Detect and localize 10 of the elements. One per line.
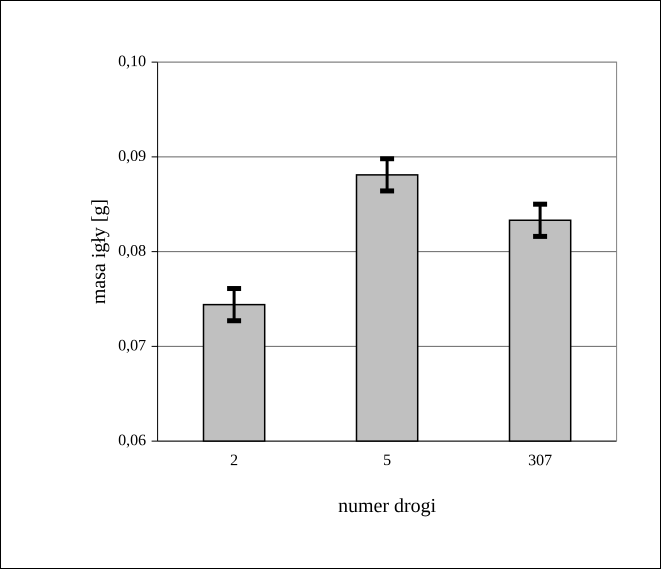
x-axis-title: numer drogi [338, 498, 436, 516]
x-tick-label: 307 [528, 454, 552, 466]
y-tick-label: 0,07 [118, 340, 146, 353]
y-tick-label: 0,09 [118, 150, 146, 164]
y-axis-title: masa igły [g] [91, 200, 110, 304]
y-tick-label: 0,06 [118, 434, 146, 448]
y-tick-label: 0,10 [118, 56, 146, 69]
x-tick-label: 5 [384, 454, 390, 466]
x-tick-label: 2 [230, 454, 238, 466]
y-tick-label: 0,08 [118, 245, 146, 258]
